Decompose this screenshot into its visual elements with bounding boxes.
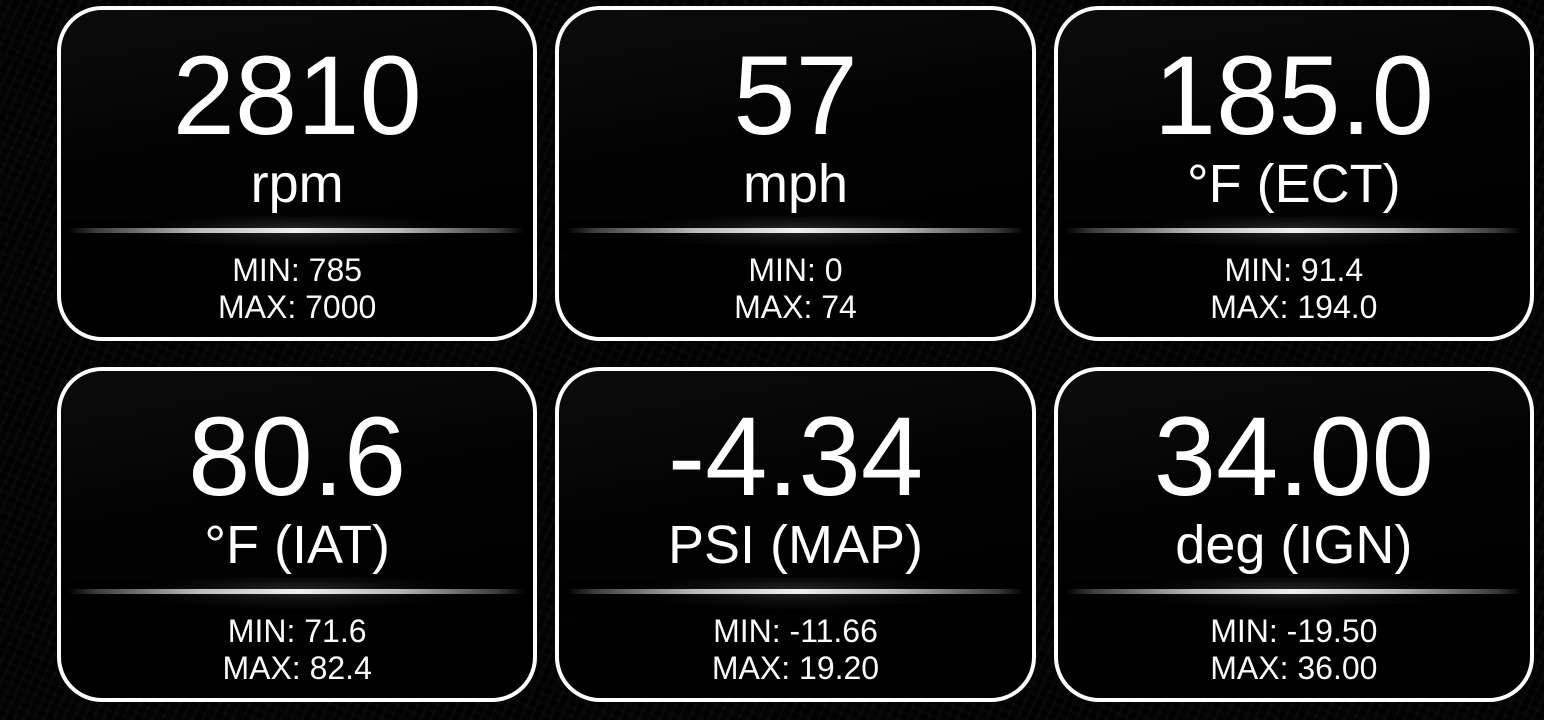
- gauge-card-map[interactable]: -4.34 PSI (MAP) MIN: -11.66 MAX: 19.20: [555, 367, 1036, 702]
- gauge-unit: PSI (MAP): [667, 515, 923, 575]
- divider: [69, 216, 526, 251]
- gauge-min: MIN: 785: [232, 252, 363, 289]
- divider: [567, 216, 1024, 251]
- gauge-minmax: MIN: -19.50 MAX: 36.00: [1210, 613, 1377, 686]
- gauge-unit: deg (IGN): [1175, 515, 1413, 575]
- gauge-minmax: MIN: 71.6 MAX: 82.4: [222, 613, 371, 686]
- gauge-unit: mph: [742, 154, 849, 214]
- divider: [1065, 216, 1522, 251]
- gauge-max: MAX: 194.0: [1210, 288, 1378, 325]
- gauge-min: MIN: 91.4: [1224, 252, 1364, 289]
- gauge-min: MIN: 71.6: [227, 613, 367, 650]
- gauge-min: MIN: -19.50: [1210, 613, 1378, 650]
- gauge-unit: rpm: [250, 154, 344, 214]
- gauge-card-ect[interactable]: 185.0 °F (ECT) MIN: 91.4 MAX: 194.0: [1053, 6, 1534, 341]
- gauge-unit: °F (IAT): [204, 515, 390, 575]
- gauge-value: 185.0: [1153, 33, 1434, 158]
- divider-line: [1065, 228, 1522, 234]
- gauge-value: -4.34: [667, 394, 924, 519]
- divider-line: [1065, 589, 1522, 595]
- gauge-max: MAX: 36.00: [1210, 649, 1378, 686]
- gauge-minmax: MIN: 91.4 MAX: 194.0: [1210, 252, 1377, 325]
- gauge-unit: °F (ECT): [1187, 154, 1401, 214]
- gauge-value: 34.00: [1153, 394, 1434, 519]
- gauge-card-iat[interactable]: 80.6 °F (IAT) MIN: 71.6 MAX: 82.4: [57, 367, 538, 702]
- gauge-max: MAX: 7000: [218, 288, 377, 325]
- gauge-value: 2810: [172, 33, 422, 158]
- gauge-min: MIN: -11.66: [713, 613, 878, 650]
- divider-line: [567, 589, 1024, 595]
- gauge-value: 80.6: [188, 394, 407, 519]
- gauge-dashboard: 2810 rpm MIN: 785 MAX: 7000 57 mph MIN: …: [57, 6, 1534, 702]
- divider: [1065, 577, 1522, 612]
- divider-line: [567, 228, 1024, 234]
- gauge-card-ign[interactable]: 34.00 deg (IGN) MIN: -19.50 MAX: 36.00: [1053, 367, 1534, 702]
- gauge-max: MAX: 74: [734, 288, 857, 325]
- gauge-value: 57: [733, 33, 858, 158]
- gauge-minmax: MIN: -11.66 MAX: 19.20: [712, 613, 879, 686]
- divider-line: [69, 228, 526, 234]
- gauge-min: MIN: 0: [748, 252, 843, 289]
- gauge-card-speed[interactable]: 57 mph MIN: 0 MAX: 74: [555, 6, 1036, 341]
- gauge-minmax: MIN: 0 MAX: 74: [734, 252, 857, 325]
- divider: [567, 577, 1024, 612]
- divider: [69, 577, 526, 612]
- gauge-card-rpm[interactable]: 2810 rpm MIN: 785 MAX: 7000: [57, 6, 538, 341]
- divider-line: [69, 589, 526, 595]
- gauge-max: MAX: 82.4: [222, 649, 372, 686]
- gauge-max: MAX: 19.20: [711, 649, 880, 686]
- gauge-minmax: MIN: 785 MAX: 7000: [218, 252, 376, 325]
